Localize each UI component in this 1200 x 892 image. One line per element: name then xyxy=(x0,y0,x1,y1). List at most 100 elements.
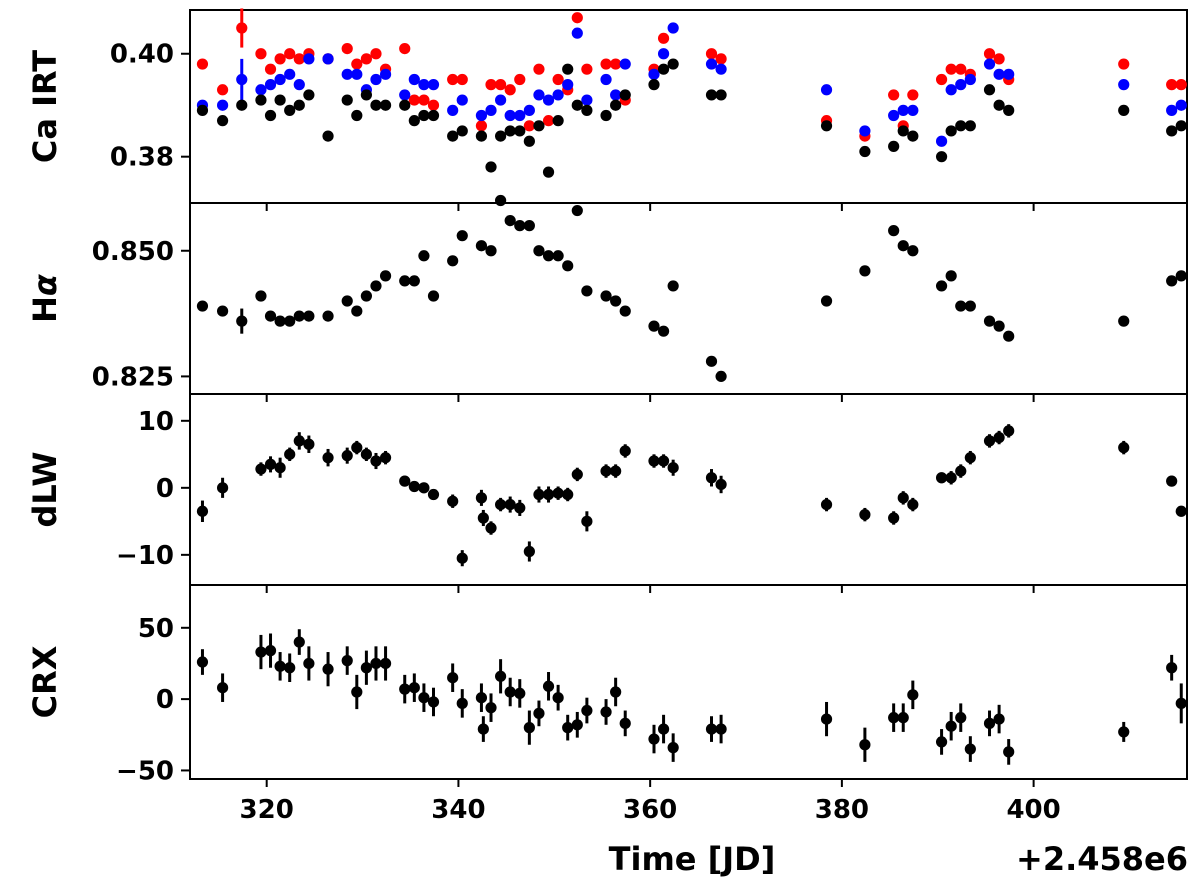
data-point xyxy=(533,245,545,257)
data-point xyxy=(610,686,622,698)
data-point xyxy=(859,739,871,751)
data-point xyxy=(284,662,296,674)
data-point xyxy=(1003,68,1015,80)
data-point xyxy=(399,683,411,695)
x-axis-label: Time [JD] xyxy=(609,840,776,878)
data-point xyxy=(485,161,497,173)
data-point xyxy=(657,723,670,735)
data-point xyxy=(993,68,1005,80)
data-point xyxy=(255,463,267,475)
data-point xyxy=(610,465,622,477)
data-point xyxy=(274,94,286,106)
data-point xyxy=(303,657,315,670)
data-point xyxy=(495,79,507,91)
data-point xyxy=(993,53,1005,65)
data-point xyxy=(600,465,612,477)
data-point xyxy=(485,522,497,534)
data-point xyxy=(964,73,976,86)
data-point xyxy=(418,692,430,704)
data-point xyxy=(475,692,488,704)
x-tick-label: 360 xyxy=(623,795,677,825)
data-point xyxy=(495,130,507,142)
data-point xyxy=(504,214,516,227)
data-point xyxy=(955,63,967,75)
data-point xyxy=(552,250,564,262)
data-point xyxy=(379,452,392,464)
data-point xyxy=(447,130,459,142)
data-point xyxy=(284,448,296,460)
data-point xyxy=(216,115,229,127)
data-point xyxy=(322,53,334,65)
data-point xyxy=(418,482,430,494)
data-point xyxy=(408,275,420,287)
data-point xyxy=(303,53,315,65)
data-point xyxy=(945,63,957,75)
data-point xyxy=(648,733,660,745)
data-point xyxy=(1175,697,1187,709)
data-point xyxy=(379,657,392,670)
y-tick-label: 0.850 xyxy=(92,237,174,267)
data-point xyxy=(447,104,459,116)
data-point xyxy=(475,492,488,504)
data-point xyxy=(514,220,526,232)
data-point xyxy=(360,290,372,302)
data-point xyxy=(705,89,718,101)
data-point xyxy=(964,300,976,312)
data-point xyxy=(475,130,488,142)
data-point xyxy=(514,502,526,514)
data-point xyxy=(1118,726,1130,738)
data-point xyxy=(196,656,209,668)
data-point xyxy=(657,48,670,60)
series-h-alpha xyxy=(196,194,1187,383)
data-point xyxy=(236,99,248,111)
data-point xyxy=(705,723,718,735)
y-tick-label: 50 xyxy=(138,614,174,644)
data-point xyxy=(427,79,440,91)
data-point xyxy=(820,295,833,307)
data-point xyxy=(648,79,660,91)
data-point xyxy=(859,145,871,158)
data-point xyxy=(523,104,535,116)
data-point xyxy=(341,68,353,80)
data-point xyxy=(351,686,363,698)
data-point xyxy=(715,370,727,383)
data-point xyxy=(542,488,555,501)
data-point xyxy=(907,130,919,142)
data-point xyxy=(284,104,296,116)
data-point xyxy=(408,115,420,127)
data-point xyxy=(456,73,468,86)
data-point xyxy=(418,109,430,122)
data-point xyxy=(456,697,468,709)
data-point xyxy=(360,53,372,65)
data-point xyxy=(1166,125,1178,137)
data-point xyxy=(1166,275,1178,287)
data-point xyxy=(399,89,411,101)
data-point xyxy=(293,435,305,447)
data-point xyxy=(533,89,545,101)
data-point xyxy=(196,505,209,517)
panel-frame xyxy=(189,9,1188,204)
data-point xyxy=(983,435,996,447)
data-point xyxy=(1118,315,1130,327)
data-point xyxy=(370,48,382,60)
data-point xyxy=(571,27,583,39)
data-point xyxy=(859,125,871,137)
data-point xyxy=(322,130,334,142)
data-point xyxy=(993,431,1005,444)
data-point xyxy=(236,315,248,327)
data-point xyxy=(264,63,277,75)
data-point xyxy=(964,120,976,132)
data-point xyxy=(955,300,967,312)
data-point xyxy=(1166,475,1178,487)
data-point xyxy=(514,687,526,700)
series-dlw xyxy=(196,424,1187,567)
data-point xyxy=(456,125,468,137)
data-point xyxy=(907,498,919,511)
data-point xyxy=(907,89,919,101)
data-point xyxy=(427,696,440,708)
data-point xyxy=(255,48,267,60)
data-point xyxy=(264,458,277,470)
data-point xyxy=(983,717,996,729)
data-point xyxy=(1166,104,1178,116)
data-point xyxy=(216,99,229,111)
